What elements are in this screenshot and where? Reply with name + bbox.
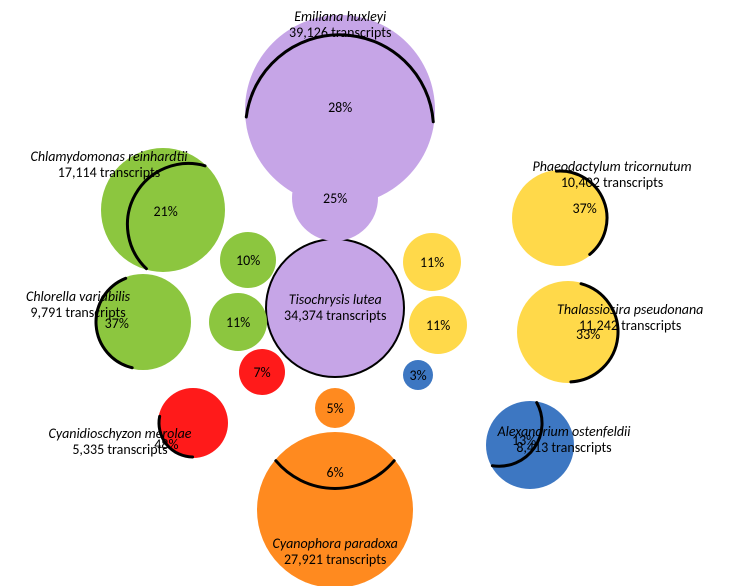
- outer-label-eh: Emiliana huxleyi39,126 transcripts: [289, 9, 391, 41]
- outer-label-tp: Thalassiosira pseudonana11,242 transcrip…: [557, 302, 703, 334]
- inner-pct-i-cv: 11%: [226, 314, 250, 331]
- inner-pct-i-pt: 11%: [420, 254, 444, 271]
- outer-label-pt: Phaeodactylum tricornutum10,402 transcri…: [533, 159, 692, 191]
- outer-label-cm: Cyanidioschyzon merolae5,335 transcripts: [49, 426, 192, 458]
- inner-pct-i-cm: 7%: [254, 364, 271, 381]
- outer-label-ao: Alexandrium ostenfeldii8,413 transcripts: [498, 424, 631, 456]
- outer-pct-pt: 37%: [573, 200, 597, 217]
- outer-pct-cr: 21%: [154, 203, 178, 220]
- outer-pct-eh: 28%: [328, 99, 352, 116]
- inner-pct-i-cr: 10%: [236, 252, 260, 269]
- inner-pct-i-ao: 3%: [410, 367, 427, 384]
- center-label: Tisochrysis lutea34,374 transcripts: [284, 292, 386, 324]
- outer-pct-cp: 6%: [327, 464, 344, 481]
- inner-pct-i-cp: 5%: [327, 400, 344, 417]
- inner-pct-i-tp: 11%: [426, 317, 450, 334]
- outer-label-cv: Chlorella variabilis9,791 transcripts: [26, 289, 130, 321]
- outer-label-cr: Chlamydomonas reinhardtii17,114 transcri…: [31, 149, 188, 181]
- inner-pct-i-eh: 25%: [323, 190, 347, 207]
- outer-label-cp: Cyanophora paradoxa27,921 transcripts: [273, 536, 398, 568]
